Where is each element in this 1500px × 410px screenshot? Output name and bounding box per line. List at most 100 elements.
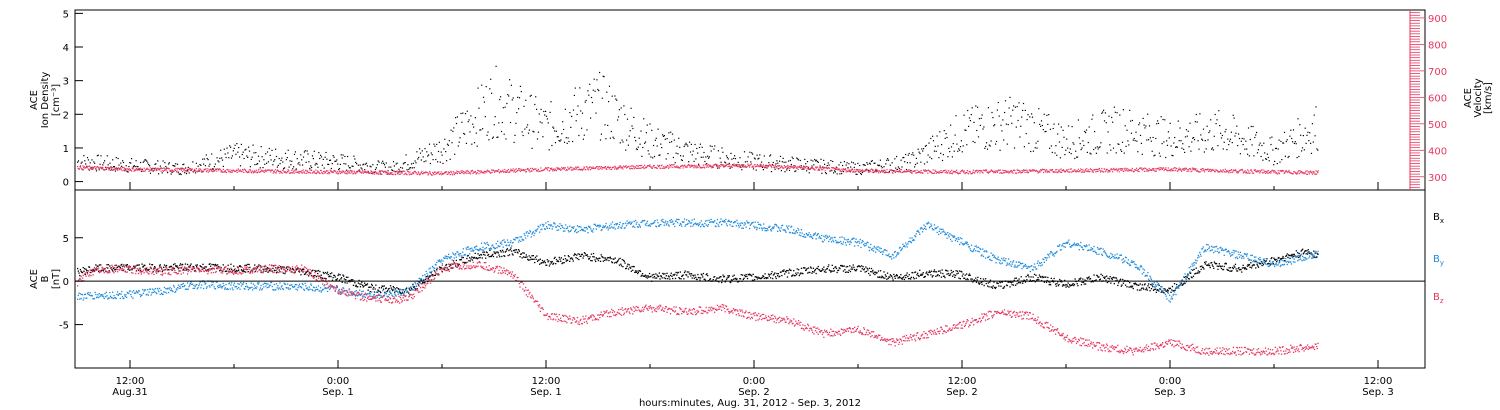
b-point-bx	[734, 278, 736, 280]
velocity-point	[120, 168, 122, 170]
velocity-point	[956, 169, 958, 171]
velocity-point	[785, 166, 787, 168]
b-point-bx	[1029, 279, 1031, 281]
density-point	[284, 152, 287, 154]
velocity-point	[529, 171, 531, 173]
b-point-bx	[912, 272, 914, 274]
density-point	[763, 155, 765, 157]
density-point	[1118, 143, 1120, 145]
velocity-point	[736, 165, 738, 167]
velocity-point	[810, 167, 812, 169]
b-point-bx	[683, 278, 685, 280]
velocity-point	[905, 170, 907, 172]
density-point	[1227, 138, 1229, 140]
velocity-point	[1275, 172, 1277, 174]
b-point-bx	[795, 272, 797, 274]
velocity-point	[798, 166, 800, 168]
b-point-bx	[151, 264, 153, 266]
velocity-point	[533, 169, 535, 171]
density-point	[561, 133, 563, 135]
velocity-point	[872, 170, 874, 172]
b-point-bx	[959, 278, 961, 280]
density-point	[220, 149, 222, 151]
density-point	[278, 157, 280, 160]
velocity-point	[1297, 171, 1299, 173]
b-point-bx	[833, 267, 835, 270]
b-point-bx	[476, 257, 478, 259]
b-point-bx	[680, 278, 682, 280]
density-point	[859, 164, 861, 167]
velocity-point	[1074, 170, 1076, 172]
density-point	[1249, 138, 1251, 141]
density-point	[1091, 118, 1093, 120]
velocity-point	[954, 170, 956, 173]
b-point-bx	[165, 265, 167, 267]
velocity-point	[488, 170, 490, 172]
density-point	[526, 126, 528, 128]
velocity-point	[894, 171, 896, 174]
velocity-point	[79, 165, 81, 168]
velocity-point	[815, 166, 817, 168]
b-point-bx	[245, 271, 247, 273]
velocity-point	[405, 172, 407, 174]
b-point-bx	[170, 265, 172, 267]
density-point	[786, 169, 788, 171]
b-point-bx	[90, 269, 92, 271]
b-point-bx	[378, 287, 380, 289]
density-point	[1255, 134, 1257, 136]
density-point	[585, 99, 587, 102]
density-point	[704, 160, 706, 163]
velocity-point	[730, 166, 732, 168]
density-point	[1127, 140, 1129, 142]
b-point-bx	[617, 260, 619, 262]
velocity-point	[94, 166, 96, 168]
density-point	[1150, 140, 1152, 142]
density-point	[1094, 147, 1097, 149]
b-point-bx	[437, 274, 439, 276]
density-point	[661, 147, 663, 149]
b-point-bx	[919, 274, 922, 276]
velocity-point	[214, 169, 216, 172]
density-point	[554, 142, 557, 144]
density-point	[541, 122, 543, 124]
velocity-point	[248, 171, 250, 173]
density-point	[435, 158, 437, 161]
density-point	[102, 164, 104, 166]
b-point-bx	[861, 265, 863, 267]
density-point	[824, 163, 826, 165]
density-point	[475, 132, 477, 134]
velocity-point	[1004, 172, 1006, 174]
velocity-point	[1095, 171, 1097, 173]
b-point-bx	[732, 278, 735, 280]
velocity-point	[955, 171, 957, 174]
b-point-bx	[240, 266, 242, 268]
b-point-bx	[765, 277, 768, 280]
velocity-point	[1259, 170, 1261, 172]
velocity-point	[1077, 170, 1079, 173]
density-point	[295, 168, 297, 170]
velocity-point	[998, 169, 1000, 171]
b-point-bx	[117, 265, 119, 267]
b-point-bx	[103, 268, 105, 270]
b-point-bx	[239, 265, 241, 267]
density-point	[596, 79, 598, 81]
velocity-point	[275, 172, 277, 174]
density-point	[1294, 141, 1296, 143]
velocity-point	[1136, 167, 1138, 169]
density-point	[81, 161, 83, 163]
velocity-point	[944, 172, 946, 174]
velocity-point	[155, 169, 157, 172]
b-point-bx	[620, 265, 623, 267]
velocity-point	[87, 168, 89, 170]
velocity-point	[1046, 169, 1048, 171]
b-point-bx	[368, 286, 371, 288]
velocity-point	[575, 168, 577, 170]
density-point	[945, 133, 947, 135]
density-point	[793, 165, 795, 167]
velocity-point	[163, 167, 165, 169]
b-point-bx	[294, 271, 296, 273]
velocity-point	[84, 167, 86, 169]
velocity-point	[174, 168, 176, 170]
b-point-bx	[147, 269, 149, 271]
density-point	[480, 129, 482, 131]
